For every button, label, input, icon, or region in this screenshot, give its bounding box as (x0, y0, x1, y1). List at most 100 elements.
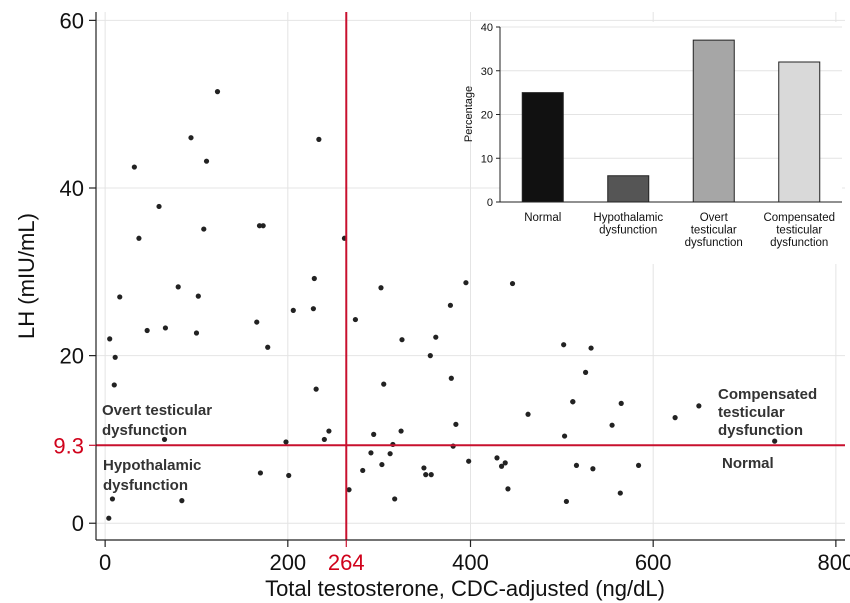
data-point (195, 293, 201, 299)
data-point (136, 235, 142, 241)
region-label-overt-line: Overt testicular (102, 402, 212, 419)
data-point (570, 399, 576, 405)
data-point (161, 436, 168, 443)
inset-y-tick-label: 40 (481, 22, 493, 34)
data-point (423, 472, 429, 478)
data-point (561, 342, 567, 348)
grid-lines (96, 12, 845, 540)
region-label-compensated-line: testicular (718, 404, 785, 421)
data-point (453, 421, 459, 427)
data-point (201, 226, 207, 232)
data-point (609, 422, 615, 428)
data-point (618, 400, 624, 406)
region-label-compensated: Compensated testicular dysfunction (718, 386, 817, 439)
region-label-hypothalamic-line: dysfunction (103, 477, 188, 494)
data-point (378, 285, 384, 291)
data-point (379, 461, 385, 468)
inset-bar (692, 39, 735, 203)
inset-category-label: Compensated (763, 212, 835, 224)
region-label-normal: Normal (722, 455, 774, 472)
data-point (112, 354, 118, 360)
data-point (311, 275, 317, 282)
data-point (109, 496, 116, 502)
inset-bar (607, 175, 650, 203)
y-tick-label: 60 (60, 8, 84, 33)
data-point (502, 460, 508, 466)
data-point (371, 431, 377, 437)
inset-category-label: testicular (691, 225, 737, 237)
data-point (111, 382, 117, 388)
reference-lines (96, 12, 845, 540)
inset-bar (521, 92, 564, 203)
data-point (106, 515, 112, 521)
data-point (582, 369, 589, 375)
data-point (573, 462, 580, 469)
data-point (131, 164, 137, 170)
data-point (352, 316, 359, 323)
data-point (310, 306, 316, 312)
data-point (447, 302, 454, 308)
data-point (175, 284, 181, 290)
data-point (381, 381, 387, 387)
y-tick-label: 20 (60, 344, 84, 369)
region-label-normal-line: Normal (722, 455, 774, 472)
x-tick-label: 800 (818, 550, 850, 575)
region-label-hypothalamic-line: Hypothalamic (103, 457, 201, 474)
inset-y-tick-label: 20 (481, 110, 493, 122)
data-point (117, 294, 123, 300)
data-point (326, 428, 332, 434)
data-point (368, 450, 374, 456)
inset-y-tick-label: 0 (487, 197, 493, 209)
inset-category-label: dysfunction (685, 237, 743, 249)
data-point (505, 486, 511, 492)
x-tick-label: 600 (635, 550, 672, 575)
data-point (590, 466, 596, 472)
region-label-hypothalamic: Hypothalamic dysfunction (103, 457, 201, 494)
region-label-overt: Overt testicular dysfunction (102, 402, 212, 439)
data-point (494, 455, 500, 461)
inset-y-axis-label: Percentage (463, 86, 475, 142)
x-axis-label: Total testosterone, CDC-adjusted (ng/dL) (265, 576, 665, 601)
y-tick-label: 9.3 (53, 433, 84, 458)
x-tick-label: 0 (99, 550, 111, 575)
inset-category-label: Normal (524, 212, 561, 224)
data-point (561, 433, 568, 439)
data-point (498, 463, 505, 469)
data-point (463, 280, 469, 286)
data-point (254, 319, 260, 325)
data-point (617, 490, 623, 496)
region-label-overt-line: dysfunction (102, 422, 187, 439)
y-axis-label: LH (mIU/mL) (14, 213, 39, 339)
data-point (188, 135, 194, 141)
data-point (399, 337, 405, 343)
data-point (387, 451, 393, 457)
data-point (635, 462, 642, 469)
data-point (588, 345, 594, 351)
inset-category-label: dysfunction (770, 237, 828, 249)
data-point (509, 280, 516, 287)
data-point (203, 158, 210, 164)
data-point (427, 353, 433, 359)
y-tick-label: 0 (72, 511, 84, 536)
data-point (283, 439, 289, 445)
data-point (260, 223, 266, 229)
data-point (696, 403, 702, 409)
region-labels: Overt testicular dysfunction Hypothalamic d… (102, 386, 817, 494)
inset-y-tick-label: 10 (481, 153, 493, 165)
data-point (525, 411, 531, 417)
data-point (162, 325, 169, 331)
inset-bars (521, 39, 821, 203)
region-label-compensated-line: Compensated (718, 386, 817, 403)
inset-category-label: Overt (700, 212, 729, 224)
x-tick-label: 264 (328, 550, 365, 575)
region-label-compensated-line: dysfunction (718, 422, 803, 439)
data-point (313, 386, 319, 392)
data-point (286, 472, 292, 479)
data-point (428, 472, 434, 478)
inset-category-label: Hypothalamic (593, 212, 663, 224)
x-tick-label: 400 (452, 550, 489, 575)
inset-bar (778, 61, 821, 203)
